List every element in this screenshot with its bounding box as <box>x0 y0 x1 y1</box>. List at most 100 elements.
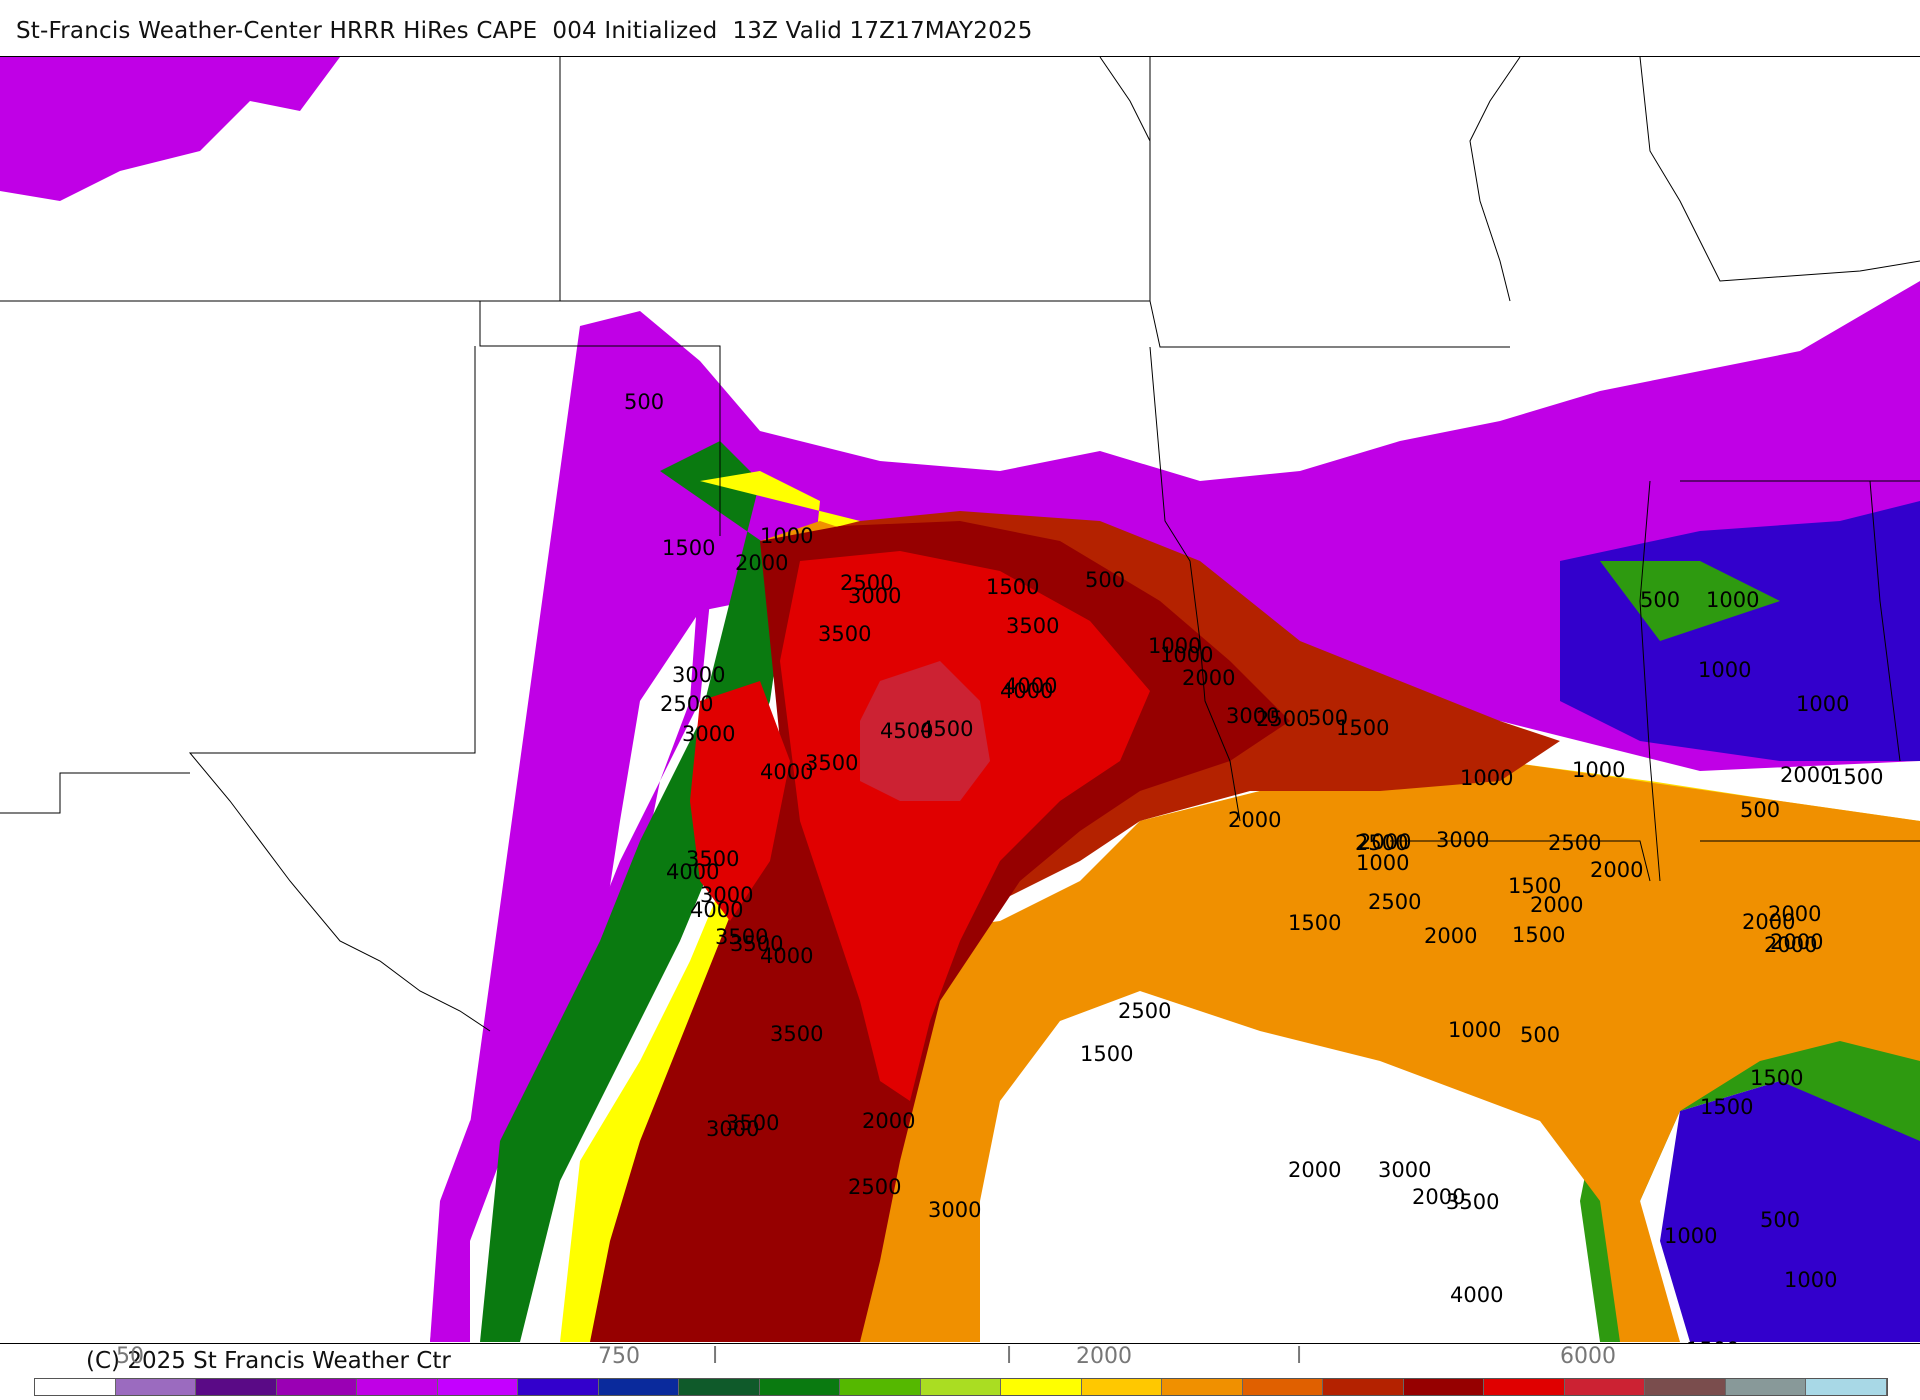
contour-label: 3500 <box>730 932 783 956</box>
contour-label: 3000 <box>706 1117 759 1141</box>
contour-label: 3500 <box>805 751 858 775</box>
contour-label: 2000 <box>1590 858 1643 882</box>
contour-label: 1000 <box>1706 588 1759 612</box>
boundary-line <box>1869 480 1901 762</box>
contour-label: 1500 <box>1830 765 1883 789</box>
contour-label: 2000 <box>1412 1185 1465 1209</box>
contour-label: 4500 <box>920 717 973 741</box>
boundary-line <box>1469 57 1521 302</box>
boundary-line <box>1149 346 1241 822</box>
contour-label: 1000 <box>1160 643 1213 667</box>
contour-label: 1000 <box>1148 634 1201 658</box>
colorbar-segment <box>1001 1379 1082 1395</box>
contour-label: 3500 <box>686 847 739 871</box>
boundary-line <box>1639 57 1920 282</box>
contour-label: 2500 <box>1548 831 1601 855</box>
cape-map: 500 1000 1500 2000 2500 3000 3500 4000 4500 1500 5… <box>0 56 1920 1344</box>
colorbar-segment <box>1403 1379 1485 1395</box>
colorbar-segment <box>679 1379 760 1395</box>
contour-label: 2000 <box>1742 910 1795 934</box>
contour-label: 3000 <box>672 663 725 687</box>
contour-label: 4000 <box>690 898 743 922</box>
contour-label: 4500 <box>880 719 933 743</box>
colorbar-segment <box>1162 1379 1243 1395</box>
contour-label: 2000 <box>1288 1158 1341 1182</box>
contour-label: 500 <box>624 390 664 414</box>
contour-label: 1000 <box>760 524 813 548</box>
contour-label: 1500 <box>986 575 1039 599</box>
contour-label: 3000 <box>848 584 901 608</box>
cape-band-low <box>0 281 1920 1342</box>
colorbar-segment <box>357 1379 438 1395</box>
contour-label: 2000 <box>1764 933 1817 957</box>
contour-label: 4000 <box>1000 679 1053 703</box>
boundary-line <box>0 772 190 814</box>
contour-label: 1000 <box>1784 1268 1837 1292</box>
contour-label: 500 <box>1085 568 1125 592</box>
contour-label: 2000 <box>1768 902 1821 926</box>
contour-label: 1000 <box>1356 851 1409 875</box>
contour-label: 1500 <box>1288 911 1341 935</box>
cape-band-orange <box>630 521 1920 1342</box>
contour-label: 1500 <box>1080 1042 1133 1066</box>
colorbar-segment <box>920 1379 1002 1395</box>
colorbar-segment <box>1242 1379 1324 1395</box>
contour-label: 3500 <box>818 622 871 646</box>
contour-label: 4000 <box>666 860 719 884</box>
contour-label: 1000 <box>1796 692 1849 716</box>
colorbar <box>34 1378 1888 1396</box>
contour-label: 1000 <box>1572 758 1625 782</box>
cape-band-red <box>690 681 790 921</box>
contour-label: 1000 <box>1698 658 1751 682</box>
contour-label: 2500 <box>1118 999 1171 1023</box>
cape-band-max <box>860 661 990 801</box>
contour-label: 4000 <box>760 944 813 968</box>
colorbar-segment <box>840 1379 921 1395</box>
colorbar-segment <box>1323 1379 1404 1395</box>
contour-label: 2000 <box>735 551 788 575</box>
contour-label: 2000 <box>1358 830 1411 854</box>
contour-label: 3000 <box>1226 704 1279 728</box>
contour-label: 3500 <box>1006 614 1059 638</box>
colorbar-tick-label: 750 <box>598 1344 640 1369</box>
contour-label: 2500 <box>848 1175 901 1199</box>
contour-label: 3000 <box>928 1198 981 1222</box>
colorbar-tick-label: 50 <box>116 1344 144 1369</box>
contour-label: 4000 <box>760 760 813 784</box>
colorbar-segment <box>276 1379 358 1395</box>
contour-label: 500 <box>1520 1023 1560 1047</box>
colorbar-segment <box>1081 1379 1163 1395</box>
boundary-line <box>1390 840 1651 882</box>
contour-label: 3000 <box>682 722 735 746</box>
contour-label: 3500 <box>770 1022 823 1046</box>
contour-label: 2000 <box>1780 763 1833 787</box>
contour-label: 3000 <box>1378 1158 1431 1182</box>
contour-label: 500 <box>1740 798 1780 822</box>
map-title: St-Francis Weather-Center HRRR HiRes CAP… <box>16 18 1033 44</box>
colorbar-tick-label: l <box>1296 1344 1303 1369</box>
cape-band-purple <box>1660 1081 1920 1342</box>
contour-label: 1500 <box>662 536 715 560</box>
colorbar-segment <box>518 1379 599 1395</box>
contour-label: 500 <box>1760 1208 1800 1232</box>
contour-label: 2000 <box>1424 924 1477 948</box>
contour-label: 1500 <box>1512 923 1565 947</box>
boundary-line <box>188 346 491 1032</box>
colorbar-segment <box>1806 1379 1887 1395</box>
contour-label: 2500 <box>1368 890 1421 914</box>
contour-label: 1500 <box>1336 716 1389 740</box>
contour-label: 1000 <box>1460 766 1513 790</box>
contour-label: 2500 <box>1256 707 1309 731</box>
cape-band-green <box>480 441 790 1342</box>
contour-label: 1500 <box>1686 1338 1739 1343</box>
contour-label: 1000 <box>1448 1018 1501 1042</box>
contour-label: 2000 <box>862 1109 915 1133</box>
colorbar-segment <box>598 1379 680 1395</box>
boundary-line <box>479 301 721 536</box>
contour-label: 2000 <box>1182 666 1235 690</box>
colorbar-segment <box>437 1379 519 1395</box>
boundary-line <box>1639 480 1661 882</box>
contour-label: 1500 <box>1700 1095 1753 1119</box>
colorbar-tick-label: l <box>1006 1344 1013 1369</box>
